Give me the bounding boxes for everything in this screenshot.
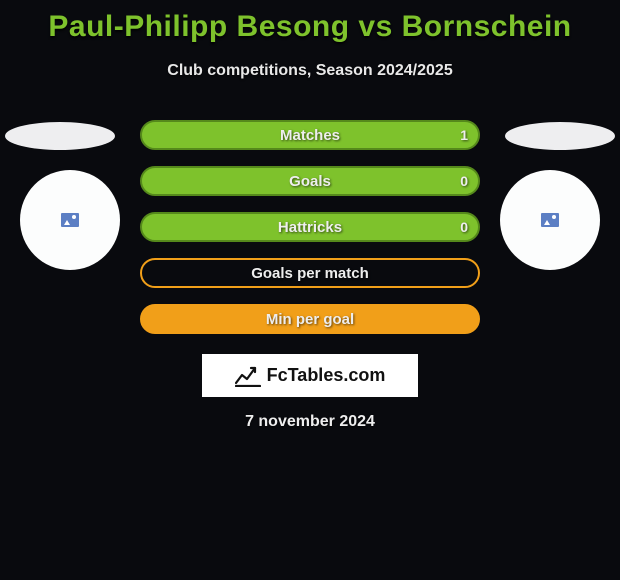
brand-text: FcTables.com	[267, 365, 386, 386]
stat-bar: Goals 0	[140, 166, 480, 196]
stat-label: Matches	[280, 127, 340, 144]
player2-shadow-ellipse	[505, 122, 615, 150]
stat-label: Goals per match	[251, 265, 369, 282]
stat-label: Goals	[289, 173, 331, 190]
stat-bar: Goals per match	[140, 258, 480, 288]
stat-label: Hattricks	[278, 219, 342, 236]
stat-value-player1: 0	[460, 173, 468, 189]
generated-date: 7 november 2024	[0, 413, 620, 431]
season-subtitle: Club competitions, Season 2024/2025	[0, 62, 620, 80]
stat-bar: Min per goal	[140, 304, 480, 334]
player1-avatar	[20, 170, 120, 270]
stat-bar: Matches 1	[140, 120, 480, 150]
image-placeholder-icon	[61, 213, 79, 227]
stat-bar: Hattricks 0	[140, 212, 480, 242]
brand-logo-icon	[235, 365, 261, 387]
brand-badge: FcTables.com	[202, 354, 418, 397]
stat-value-player1: 0	[460, 219, 468, 235]
player1-shadow-ellipse	[5, 122, 115, 150]
page-title: Paul-Philipp Besong vs Bornschein	[0, 0, 620, 44]
stat-value-player1: 1	[460, 127, 468, 143]
player2-avatar	[500, 170, 600, 270]
stat-label: Min per goal	[266, 311, 354, 328]
image-placeholder-icon	[541, 213, 559, 227]
